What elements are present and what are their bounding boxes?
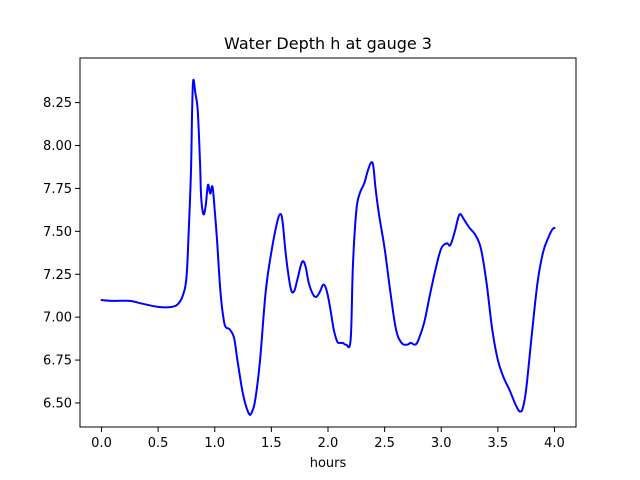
x-tick-label: 2.5 <box>374 436 395 451</box>
x-tick-label: 1.5 <box>261 436 282 451</box>
y-tick-label: 8.25 <box>43 96 72 111</box>
y-tick-label: 6.50 <box>43 396 72 411</box>
y-tick-label: 8.00 <box>43 139 72 154</box>
y-tick-label: 6.75 <box>43 354 72 369</box>
x-tick-label: 3.0 <box>431 436 452 451</box>
y-axis: 6.50 6.75 7.00 7.25 7.50 7.75 8.00 8.25 <box>43 96 80 411</box>
plot-area <box>100 78 556 416</box>
x-tick-label: 0.5 <box>148 436 169 451</box>
y-tick-label: 7.50 <box>43 225 72 240</box>
y-tick-label: 7.75 <box>43 182 72 197</box>
y-tick-label: 7.25 <box>43 268 72 283</box>
x-tick-label: 3.5 <box>488 436 509 451</box>
x-tick-label: 1.0 <box>204 436 225 451</box>
x-tick-label: 4.0 <box>544 436 565 451</box>
y-tick-label: 7.00 <box>43 311 72 326</box>
series-line-0 <box>100 78 556 416</box>
chart-title: Water Depth h at gauge 3 <box>224 34 432 53</box>
x-axis-title: hours <box>310 456 347 471</box>
x-tick-label: 0.0 <box>91 436 112 451</box>
x-tick-label: 2.0 <box>318 436 339 451</box>
x-axis: 0.0 0.5 1.0 1.5 2.0 2.5 3.0 3.5 4.0 <box>91 427 565 451</box>
